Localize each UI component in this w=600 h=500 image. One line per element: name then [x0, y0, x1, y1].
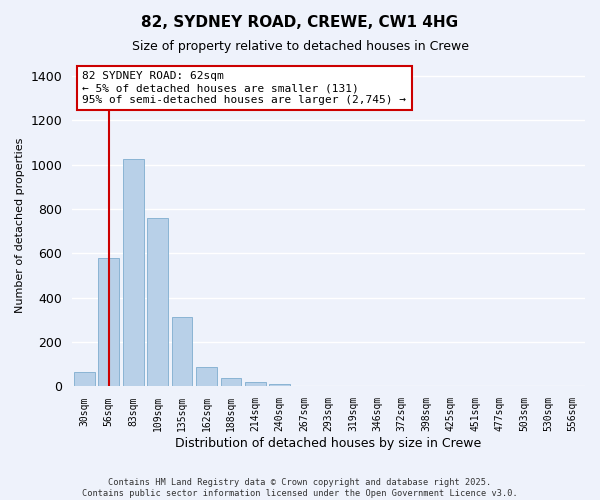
Bar — [196, 366, 217, 386]
Y-axis label: Number of detached properties: Number of detached properties — [15, 138, 25, 314]
Bar — [74, 372, 95, 386]
Bar — [147, 218, 168, 386]
Bar — [98, 258, 119, 386]
Bar — [269, 384, 290, 386]
Text: Size of property relative to detached houses in Crewe: Size of property relative to detached ho… — [131, 40, 469, 53]
Text: Contains HM Land Registry data © Crown copyright and database right 2025.
Contai: Contains HM Land Registry data © Crown c… — [82, 478, 518, 498]
X-axis label: Distribution of detached houses by size in Crewe: Distribution of detached houses by size … — [175, 437, 482, 450]
Text: 82 SYDNEY ROAD: 62sqm
← 5% of detached houses are smaller (131)
95% of semi-deta: 82 SYDNEY ROAD: 62sqm ← 5% of detached h… — [82, 72, 406, 104]
Bar — [221, 378, 241, 386]
Text: 82, SYDNEY ROAD, CREWE, CW1 4HG: 82, SYDNEY ROAD, CREWE, CW1 4HG — [142, 15, 458, 30]
Bar — [123, 159, 143, 386]
Bar — [245, 382, 266, 386]
Bar — [172, 316, 193, 386]
